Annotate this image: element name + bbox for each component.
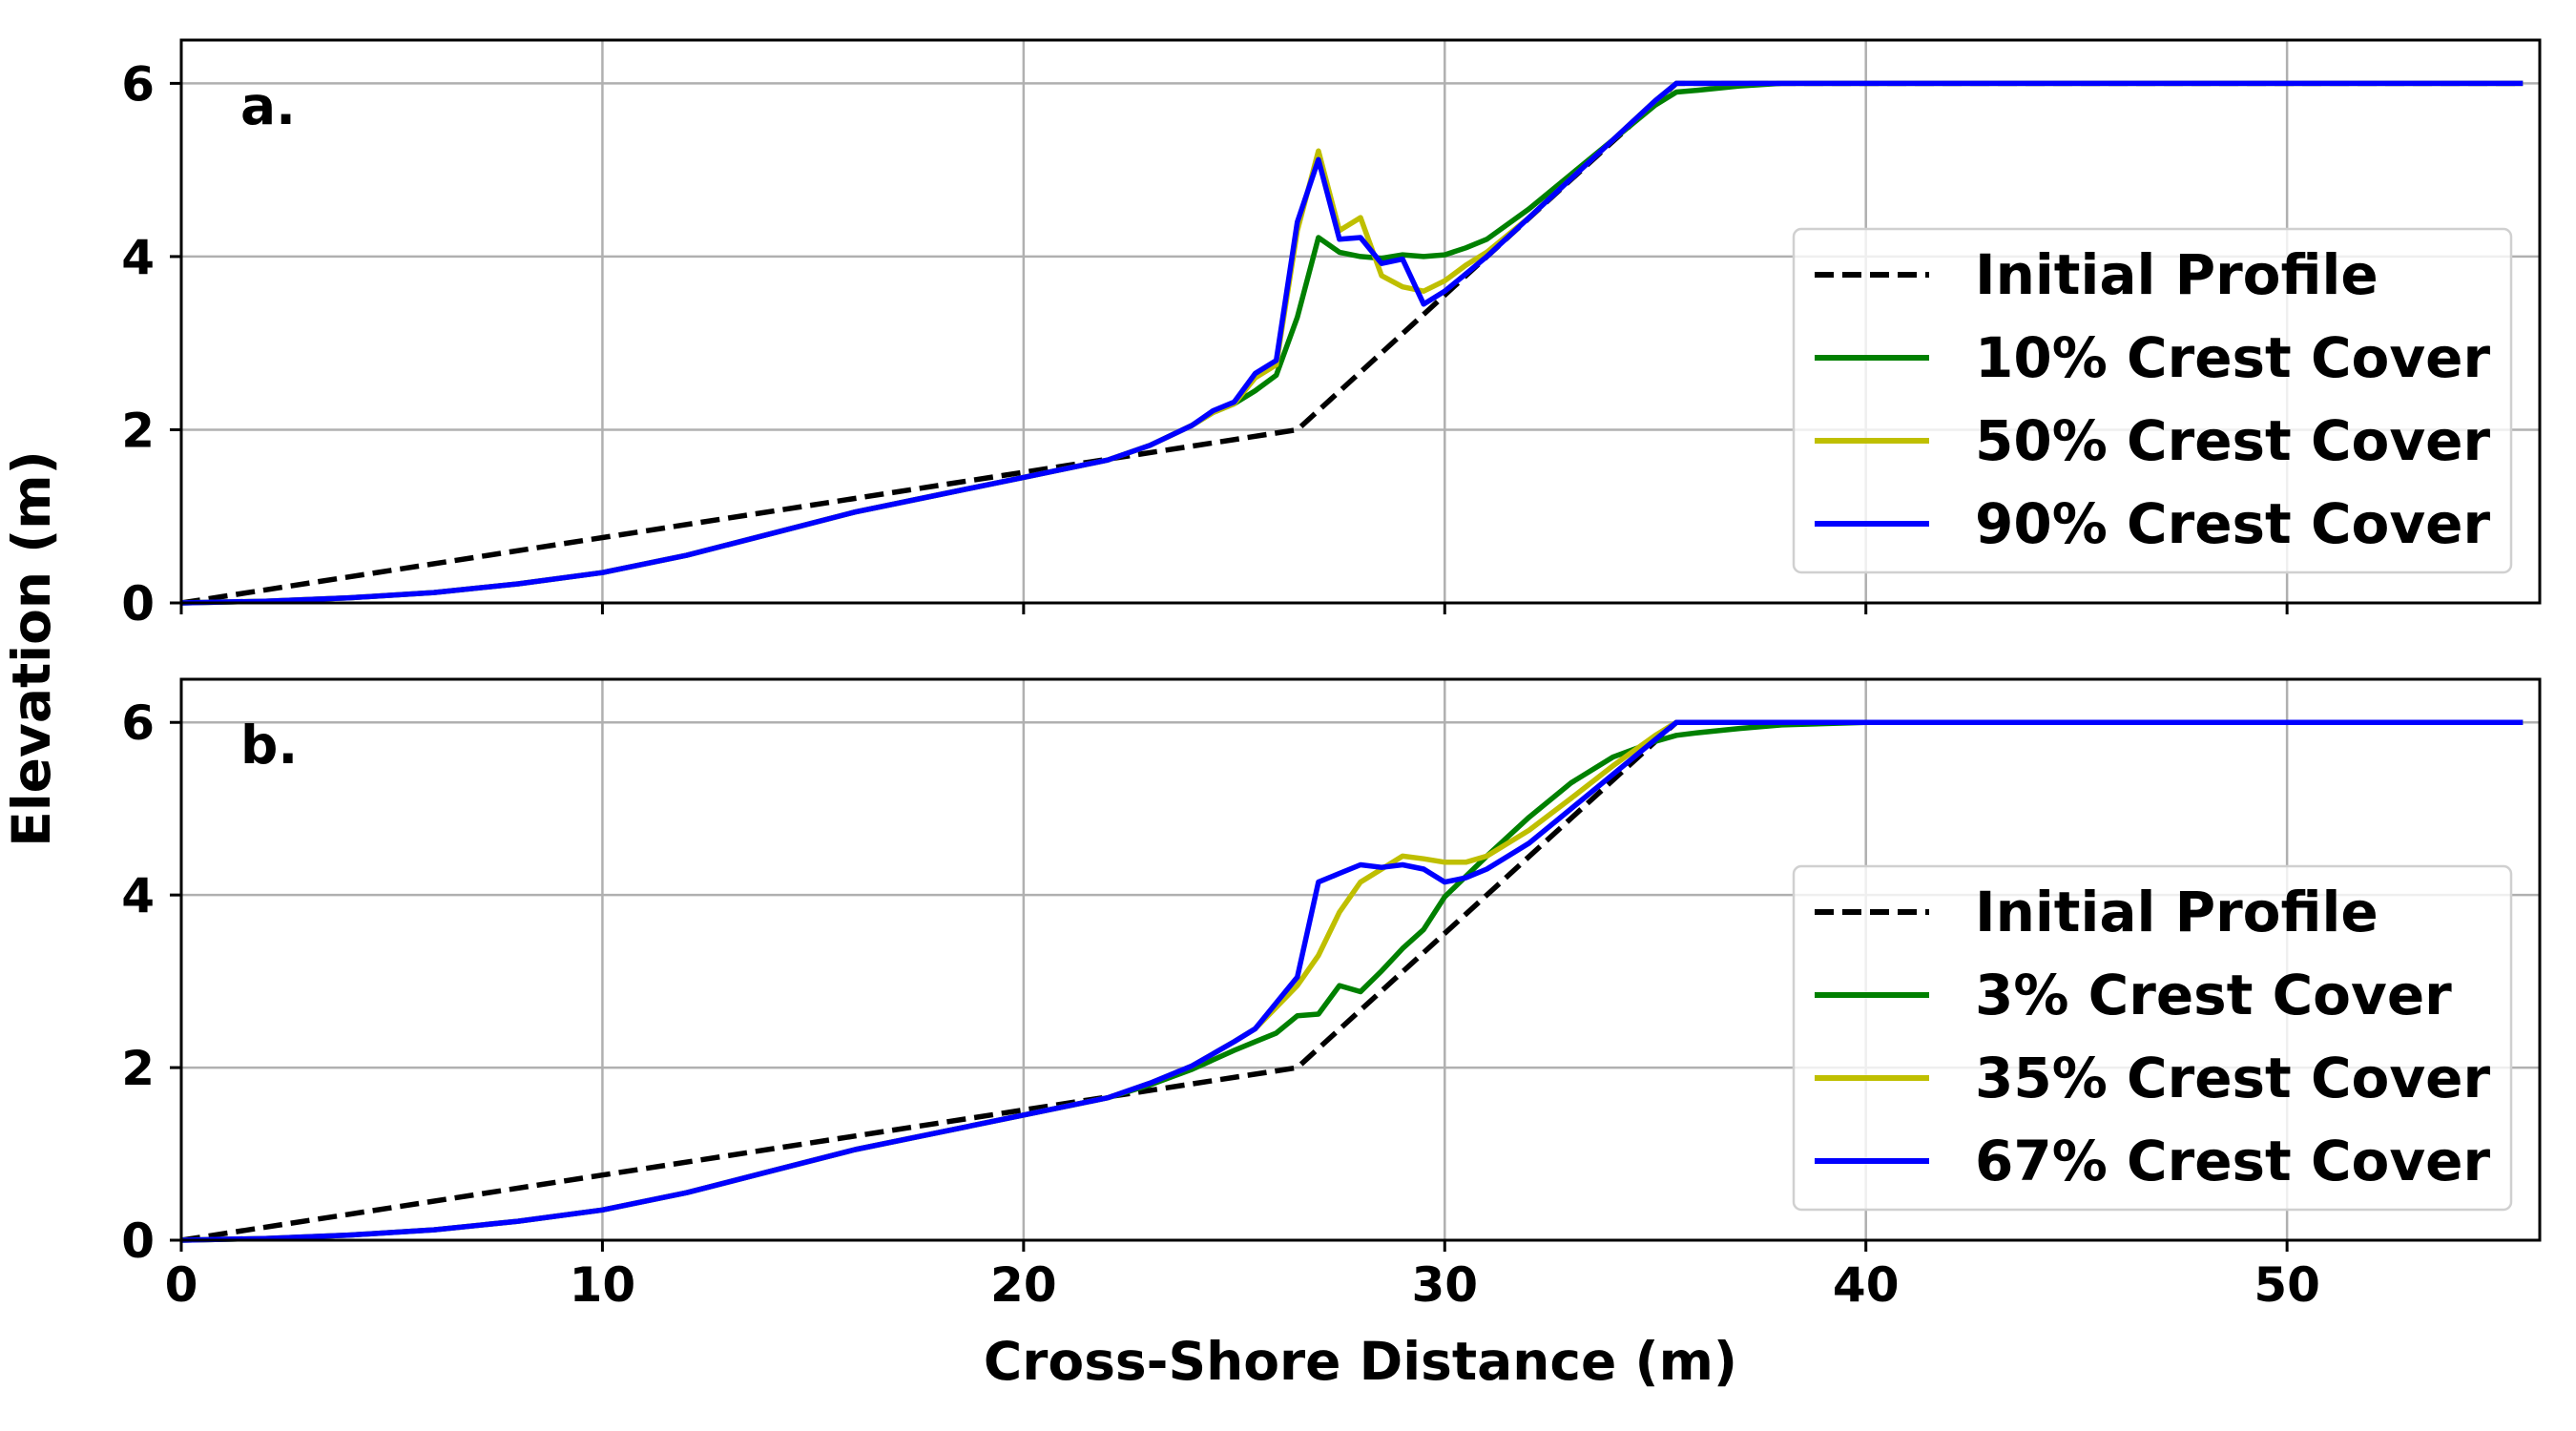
y-tick-label: 4 [121, 868, 155, 923]
x-tick-label: 10 [570, 1257, 636, 1313]
plot-frame [179, 38, 2542, 605]
panel-label: b. [240, 715, 298, 776]
legend-label: 50% Crest Cover [1975, 408, 2491, 473]
y-tick-label: 2 [121, 1041, 155, 1096]
y-tick-label: 6 [121, 695, 155, 751]
legend-label: 10% Crest Cover [1975, 325, 2491, 390]
x-tick-label: 40 [1833, 1257, 1900, 1313]
panel-b: 0 10 20 30 40 50 0 2 4 6 b. Initial Profile 3% Crest… [121, 677, 2542, 1313]
y-tick-label: 4 [121, 230, 155, 285]
legend-label: Initial Profile [1975, 880, 2379, 944]
panel-label: a. [240, 75, 296, 136]
panel-a: 0 2 4 6 a. Initial Profile 10% Crest Cover 50% … [121, 38, 2542, 632]
y-tick-label: 2 [121, 403, 155, 458]
legend: Initial Profile 3% Crest Cover 35% Crest C… [1792, 864, 2513, 1212]
legend-box [1792, 227, 2513, 574]
legend-label: 67% Crest Cover [1975, 1129, 2491, 1193]
y-axis-label: Elevation (m) [1, 450, 62, 847]
plot-frame [179, 677, 2542, 1242]
legend-label: 35% Crest Cover [1975, 1046, 2491, 1110]
legend: Initial Profile 10% Crest Cover 50% Crest … [1792, 227, 2513, 574]
y-tick-label: 0 [121, 1213, 155, 1269]
legend-box [1792, 864, 2513, 1212]
x-axis-label: Cross-Shore Distance (m) [984, 1331, 1737, 1392]
x-tick-label: 50 [2254, 1257, 2320, 1313]
x-tick-label: 0 [165, 1257, 198, 1313]
series-line [180, 719, 2524, 1243]
x-tick-label: 30 [1411, 1257, 1478, 1313]
legend-label: 90% Crest Cover [1975, 491, 2491, 556]
legend-label: 3% Crest Cover [1975, 963, 2452, 1027]
y-tick-label: 6 [121, 56, 155, 112]
y-tick-label: 0 [121, 576, 155, 632]
series-line [180, 80, 2524, 606]
legend-label: Initial Profile [1975, 242, 2379, 307]
x-tick-label: 20 [990, 1257, 1057, 1313]
